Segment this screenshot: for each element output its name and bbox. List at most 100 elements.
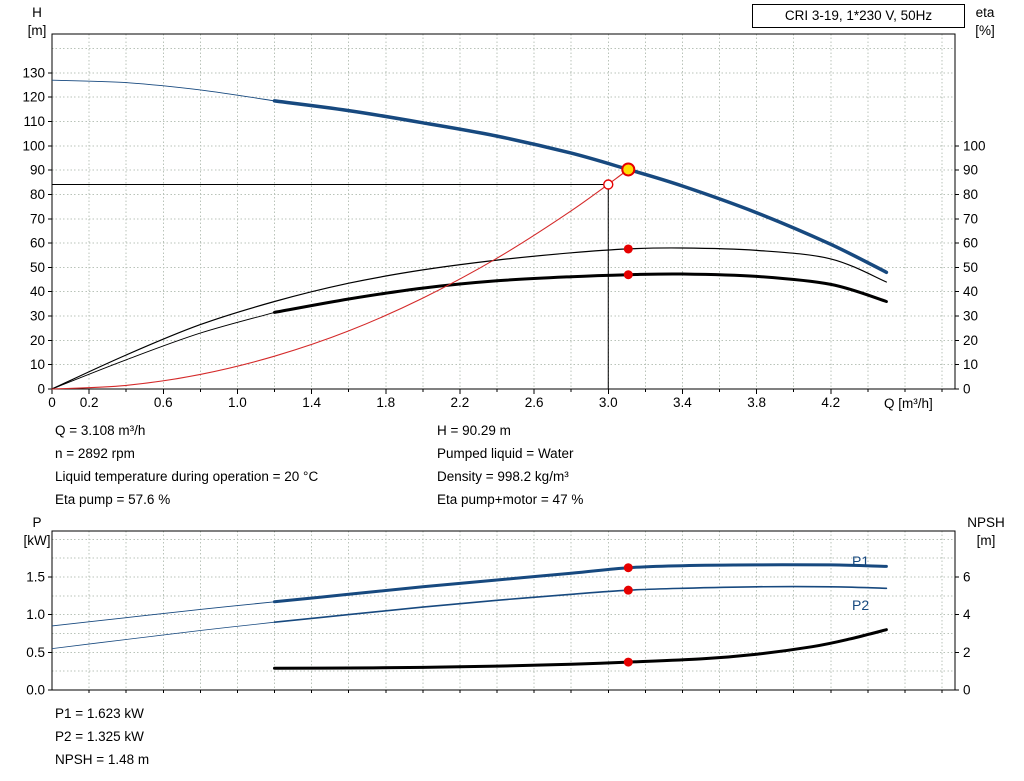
svg-text:80: 80 bbox=[30, 187, 45, 202]
svg-text:50: 50 bbox=[963, 260, 978, 275]
svg-text:0: 0 bbox=[48, 395, 56, 410]
npsh-axis-label: NPSH bbox=[967, 515, 1005, 530]
svg-text:3.0: 3.0 bbox=[599, 395, 618, 410]
svg-text:20: 20 bbox=[30, 333, 45, 348]
npsh-curve bbox=[273, 628, 888, 670]
plot-border bbox=[51, 33, 956, 390]
svg-text:1.8: 1.8 bbox=[376, 395, 395, 410]
h-axis-unit: [m] bbox=[27, 23, 47, 38]
svg-text:100: 100 bbox=[22, 138, 45, 153]
axis-ticks bbox=[48, 72, 959, 394]
svg-text:0: 0 bbox=[963, 683, 971, 698]
svg-text:130: 130 bbox=[22, 65, 45, 80]
pump-curve-H-thin bbox=[51, 79, 275, 102]
svg-text:60: 60 bbox=[30, 236, 45, 251]
eta-pump bbox=[51, 247, 887, 390]
axis-tick-labels: 0 0.2 0.6 1.0 1.4 1.8 2.2 2.6 3.0 3.4 3.8 4.2 0 10 20 3… bbox=[22, 65, 985, 410]
eta-pump-motor bbox=[273, 272, 888, 314]
p-axis-unit: [kW] bbox=[23, 533, 51, 548]
p1-curve-label: P1 bbox=[852, 553, 870, 569]
svg-text:0: 0 bbox=[37, 382, 45, 397]
plot-border bbox=[51, 530, 956, 691]
info-npsh: NPSH = 1.48 m bbox=[55, 752, 150, 767]
info-p2: P2 = 1.325 kW bbox=[55, 729, 144, 744]
axis-ticks bbox=[48, 576, 959, 693]
svg-text:30: 30 bbox=[963, 309, 978, 324]
p2-point bbox=[623, 585, 633, 595]
npsh-axis-title-head: NPSH [m] bbox=[958, 514, 1014, 550]
svg-text:2: 2 bbox=[963, 645, 971, 660]
svg-text:0.2: 0.2 bbox=[80, 395, 99, 410]
info-pumped-liquid: Pumped liquid = Water bbox=[437, 446, 574, 461]
npsh-point bbox=[623, 657, 633, 667]
svg-text:10: 10 bbox=[30, 357, 45, 372]
svg-text:0: 0 bbox=[963, 382, 971, 397]
svg-text:2.2: 2.2 bbox=[451, 395, 470, 410]
power-info: P1 = 1.623 kW P2 = 1.325 kW NPSH = 1.48 … bbox=[55, 702, 149, 771]
info-flow: Q = 3.108 m³/h bbox=[55, 423, 146, 438]
svg-text:40: 40 bbox=[963, 284, 978, 299]
info-density: Density = 998.2 kg/m³ bbox=[437, 469, 569, 484]
svg-text:6: 6 bbox=[963, 569, 971, 584]
operating-info-left: Q = 3.108 m³/h n = 2892 rpm Liquid tempe… bbox=[55, 419, 318, 511]
svg-text:50: 50 bbox=[30, 260, 45, 275]
svg-text:0.5: 0.5 bbox=[26, 645, 45, 660]
p2-curve-thin bbox=[51, 621, 275, 649]
eta-axis-unit: [%] bbox=[975, 23, 995, 38]
svg-text:2.6: 2.6 bbox=[525, 395, 544, 410]
svg-text:3.4: 3.4 bbox=[673, 395, 692, 410]
eta-pump-motor-point bbox=[623, 270, 633, 280]
svg-text:120: 120 bbox=[22, 90, 45, 105]
info-head: H = 90.29 m bbox=[437, 423, 511, 438]
svg-text:4: 4 bbox=[963, 607, 971, 622]
svg-text:3.8: 3.8 bbox=[747, 395, 766, 410]
info-eta-pump: Eta pump = 57.6 % bbox=[55, 492, 171, 507]
power-npsh-chart: 0.0 0.5 1.0 1.5 0 2 4 6 bbox=[26, 530, 971, 698]
grid-lines bbox=[52, 531, 955, 690]
info-speed: n = 2892 rpm bbox=[55, 446, 135, 461]
svg-text:1.4: 1.4 bbox=[302, 395, 321, 410]
grid-lines bbox=[52, 34, 955, 389]
operating-info-right: H = 90.29 m Pumped liquid = Water Densit… bbox=[437, 419, 583, 511]
svg-text:110: 110 bbox=[23, 114, 45, 129]
svg-text:0.6: 0.6 bbox=[154, 395, 173, 410]
svg-text:100: 100 bbox=[963, 138, 986, 153]
svg-text:80: 80 bbox=[963, 187, 978, 202]
svg-text:1.0: 1.0 bbox=[228, 395, 247, 410]
p1-curve bbox=[273, 563, 888, 604]
p1-curve-thin bbox=[51, 601, 275, 627]
svg-text:40: 40 bbox=[30, 284, 45, 299]
svg-text:90: 90 bbox=[963, 163, 978, 178]
requested-duty-point bbox=[603, 179, 614, 190]
pump-curve-H bbox=[272, 99, 889, 275]
svg-text:70: 70 bbox=[30, 211, 45, 226]
system-curve bbox=[51, 168, 629, 390]
pump-model-title: CRI 3-19, 1*230 V, 50Hz bbox=[752, 4, 965, 28]
svg-text:60: 60 bbox=[963, 236, 978, 251]
eta-pump-motor-thin bbox=[51, 311, 275, 390]
qh-eta-chart: 0 0.2 0.6 1.0 1.4 1.8 2.2 2.6 3.0 3.4 3.8 4.2 0 10 20 3… bbox=[22, 33, 986, 410]
p-axis-label: P bbox=[32, 515, 42, 530]
svg-text:20: 20 bbox=[963, 333, 978, 348]
x-axis-label: Q [m³/h] bbox=[884, 396, 933, 411]
operating-point bbox=[621, 162, 636, 177]
svg-text:90: 90 bbox=[30, 163, 45, 178]
p2-curve-label: P2 bbox=[852, 597, 870, 613]
npsh-axis-unit: [m] bbox=[976, 533, 996, 548]
p1-point bbox=[623, 563, 633, 573]
h-axis-label: H bbox=[32, 5, 42, 20]
eta-pump-point bbox=[623, 244, 633, 254]
p-axis-title-head: P [kW] bbox=[16, 514, 58, 550]
info-liquid-temp: Liquid temperature during operation = 20… bbox=[55, 469, 319, 484]
svg-text:30: 30 bbox=[30, 309, 45, 324]
info-eta-pump-motor: Eta pump+motor = 47 % bbox=[437, 492, 584, 507]
svg-text:0.0: 0.0 bbox=[26, 683, 45, 698]
svg-text:1.5: 1.5 bbox=[26, 569, 45, 584]
svg-text:10: 10 bbox=[963, 357, 978, 372]
svg-text:4.2: 4.2 bbox=[821, 395, 840, 410]
p2-curve bbox=[273, 585, 888, 623]
svg-text:70: 70 bbox=[963, 211, 978, 226]
y2-axis-title-head: eta [%] bbox=[968, 4, 1002, 40]
